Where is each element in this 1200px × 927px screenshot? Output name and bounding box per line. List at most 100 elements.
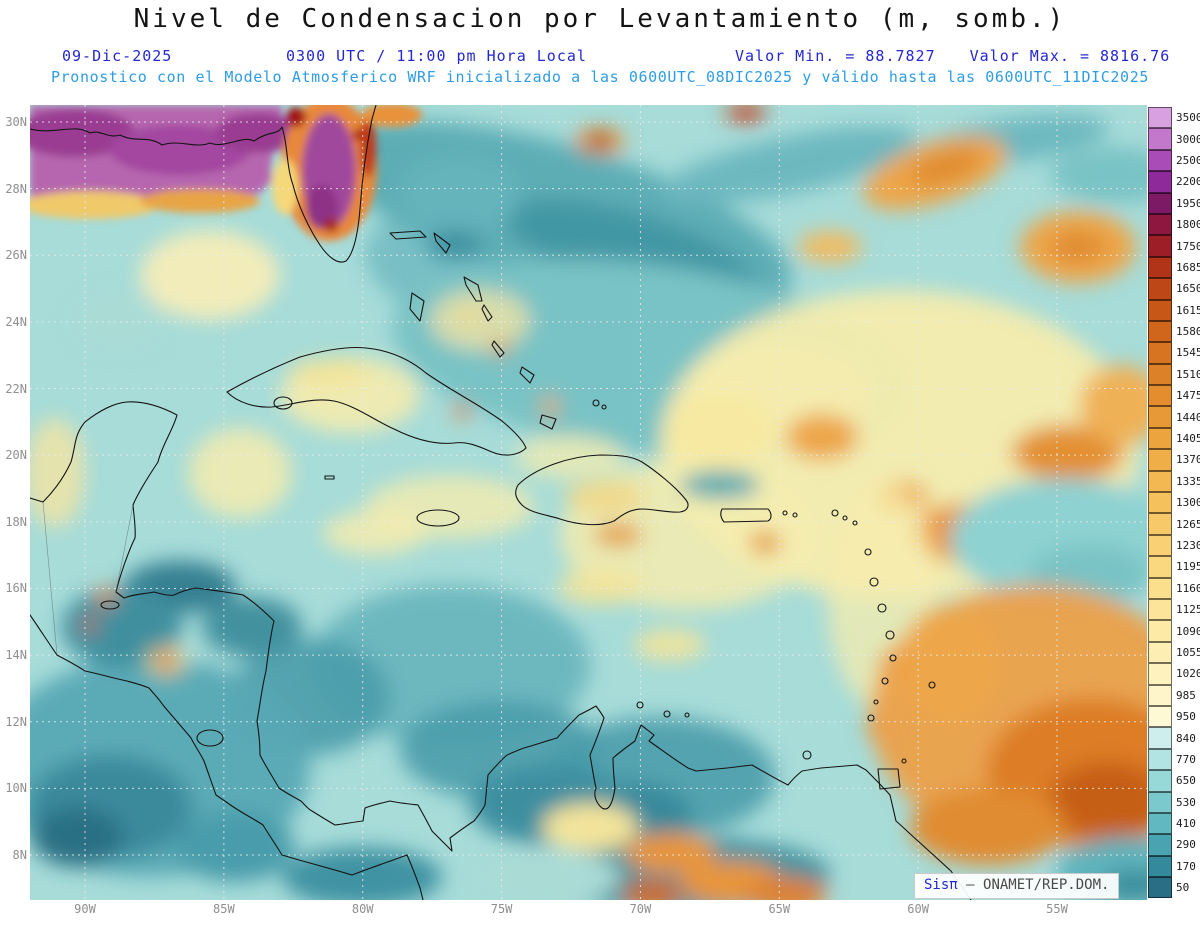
value-range: Valor Min. = 88.7827 Valor Max. = 8816.76 [735,47,1170,65]
central-south-america-coastline [30,401,972,900]
curacao [663,710,671,718]
colorbar: 3500 3000 2500 2200 1950 1800 1750 1685 1650 1615… [1148,107,1200,899]
colorbar-label: 1370 [1176,453,1200,467]
colorbar-swatch [1148,299,1172,321]
colorbar-level: 1160 [1148,577,1200,599]
colorbar-swatch [1148,877,1172,899]
grenadines [873,699,879,705]
lat-label: 18N [5,514,27,529]
colorbar-level: 1055 [1148,641,1200,664]
colorbar-swatch [1148,556,1172,578]
colorbar-label: 1160 [1176,581,1200,595]
us-gulf-florida-coastline [30,105,377,263]
colorbar-label: 50 [1176,881,1190,895]
bahamas-abaco [433,232,451,254]
cuba-coastline [226,346,527,456]
lon-label: 65W [768,902,791,916]
colorbar-swatch [1148,320,1172,343]
bahamas-eleuthera [463,276,483,302]
colorbar-label: 1125 [1176,603,1200,617]
trinidad [877,768,901,790]
lat-label: 8N [12,847,27,862]
colorbar-label: 410 [1176,817,1196,831]
colorbar-label: 1300 [1176,496,1200,510]
colorbar-level: 1300 [1148,492,1200,514]
colorbar-label: 1615 [1176,303,1200,317]
virgin-islands-2 [792,512,798,518]
colorbar-swatch [1148,748,1172,771]
colorbar-label: 1800 [1176,218,1200,232]
colorbar-swatch [1148,149,1172,172]
jamaica [416,509,460,527]
colorbar-level: 1440 [1148,406,1200,428]
colorbar-label: 1950 [1176,196,1200,210]
colorbar-level: 1750 [1148,235,1200,257]
colorbar-swatch [1148,834,1172,856]
colorbar-level: 1265 [1148,513,1200,535]
colorbar-label: 1750 [1176,239,1200,253]
colorbar-level: 1370 [1148,449,1200,471]
colorbar-label: 530 [1176,795,1196,809]
lat-label: 24N [5,314,27,329]
lon-label: 80W [351,902,374,916]
lake-nicaragua [196,729,224,747]
lat-label: 12N [5,714,27,729]
colorbar-swatch [1148,620,1172,642]
lon-label: 60W [907,902,929,916]
aruba [636,701,644,709]
colorbar-swatch [1148,513,1172,535]
lat-label: 20N [5,448,27,463]
lat-label: 28N [5,181,27,196]
colorbar-label: 3000 [1176,132,1200,146]
model-info-line: Pronostico con el Modelo Atmosferico WRF… [51,68,1149,86]
colorbar-label: 1090 [1176,624,1200,638]
colorbar-swatch [1148,213,1172,236]
colorbar-level: 1800 [1148,213,1200,236]
lat-label: 30N [5,115,27,129]
colorbar-level: 1510 [1148,363,1200,386]
caicos-islands [601,404,607,410]
cayman-islands [324,475,335,480]
isle-of-youth [273,396,293,410]
lon-label: 70W [629,902,652,916]
colorbar-swatch [1148,663,1172,685]
bahamas-grand-bahama [389,230,427,240]
lat-label: 26N [5,248,27,263]
colorbar-level: 985 [1148,684,1200,706]
colorbar-level: 170 [1148,855,1200,878]
puerto-rico [720,508,772,523]
lat-label: 10N [5,781,27,796]
lon-label: 75W [490,902,513,916]
colorbar-level: 840 [1148,727,1200,749]
colorbar-swatch [1148,406,1172,428]
lon-label: 90W [74,902,96,916]
colorbar-level: 1335 [1148,470,1200,493]
colorbar-swatch [1148,342,1172,364]
border-guatemala [42,501,58,656]
colorbar-level: 3000 [1148,128,1200,150]
colorbar-label: 1230 [1176,539,1200,552]
lake-izabal [100,600,120,610]
colorbar-swatch [1148,534,1172,557]
colorbar-swatch [1148,235,1172,257]
attribution-org: – ONAMET/REP.DOM. [966,877,1110,893]
colorbar-swatch [1148,256,1172,279]
colorbar-level: 1475 [1148,385,1200,407]
bonaire [684,712,690,718]
colorbar-swatch [1148,598,1172,621]
colorbar-swatch [1148,492,1172,514]
colorbar-level: 1685 [1148,256,1200,279]
colorbar-swatch [1148,278,1172,300]
colorbar-level: 1090 [1148,620,1200,642]
colorbar-label: 1195 [1176,560,1200,574]
colorbar-label: 1475 [1176,389,1200,403]
st-lucia [889,654,897,662]
colorbar-level: 1230 [1148,534,1200,557]
pacific-coastline [30,614,424,900]
colorbar-level: 1195 [1148,556,1200,578]
graticule-layer [30,105,1147,900]
colorbar-level: 1615 [1148,299,1200,321]
colorbar-level: 2200 [1148,171,1200,193]
tobago [901,758,907,764]
martinique [885,630,895,640]
